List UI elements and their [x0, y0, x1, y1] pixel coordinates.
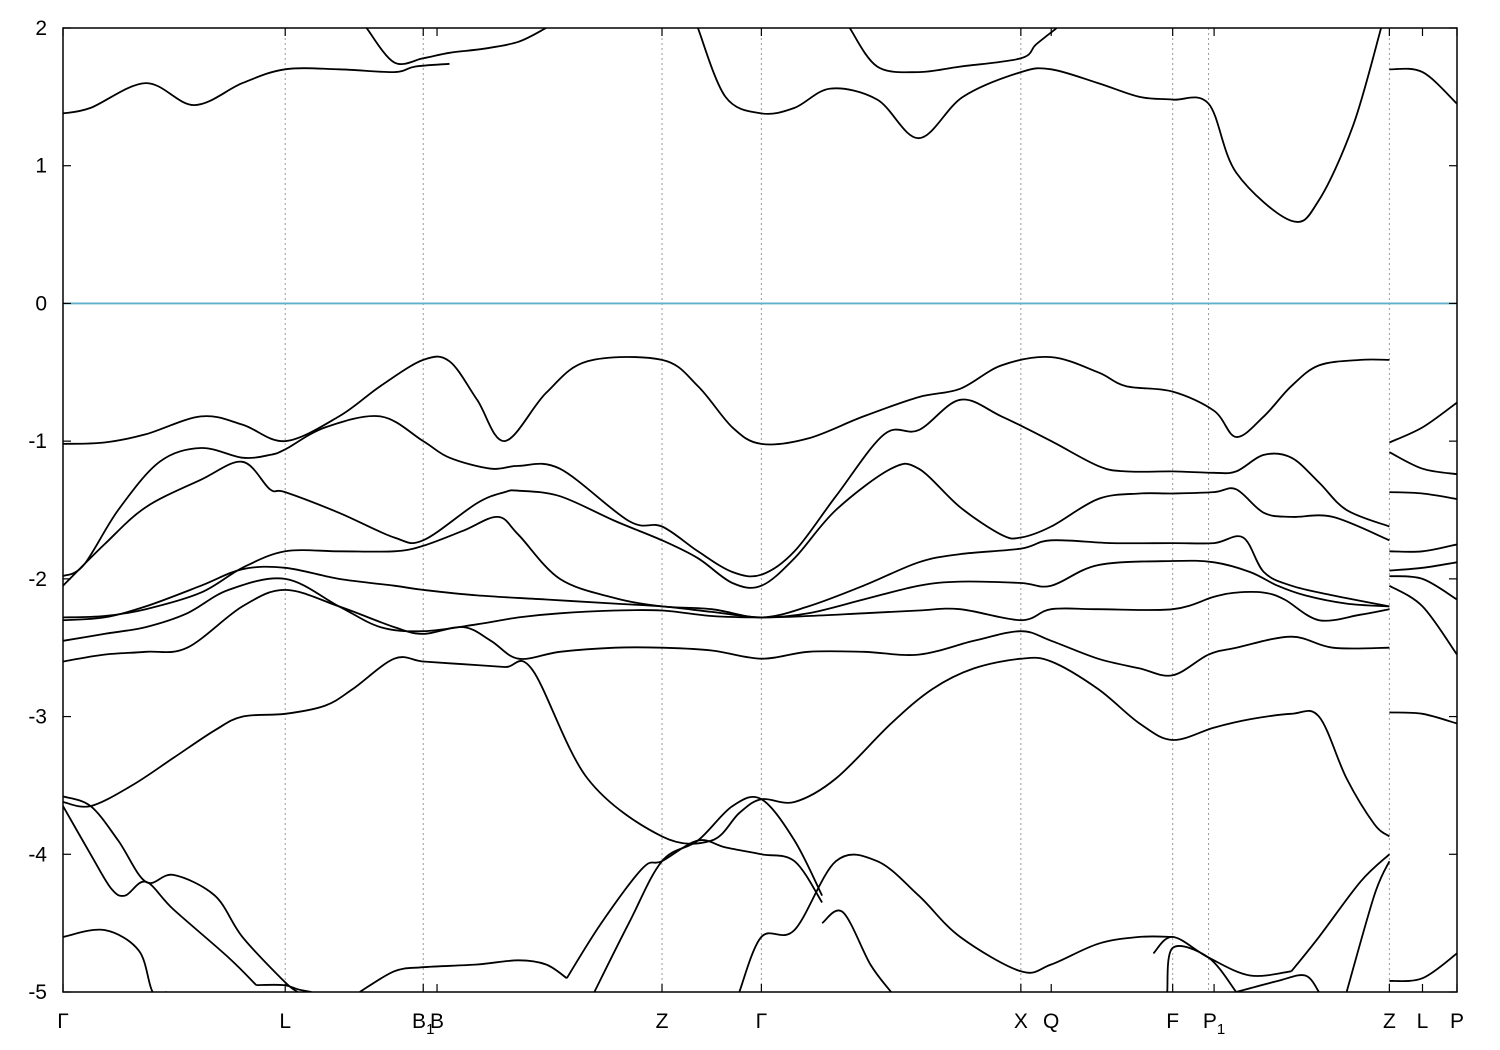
band-16 — [1388, 451, 1457, 476]
y-tick-label-7: -5 — [28, 981, 47, 1004]
band-23 — [63, 805, 257, 986]
band-31 — [1152, 936, 1292, 977]
band-15 — [1389, 401, 1457, 444]
y-tick-label-0: 2 — [35, 17, 47, 40]
band-7 — [63, 398, 1390, 578]
y-tick-label-1: 1 — [35, 155, 47, 178]
x-tick-label-4: Z — [656, 1010, 669, 1033]
band-22 — [63, 795, 299, 992]
band-30 — [821, 909, 892, 992]
band-3 — [697, 28, 1382, 223]
grid-layer — [284, 28, 1390, 992]
series-layer — [63, 28, 1457, 992]
x-tick-label-11: L — [1417, 1010, 1429, 1033]
x-tick-label-8: F — [1166, 1010, 1179, 1033]
band-32 — [1290, 853, 1391, 972]
y-tick-label-6: -4 — [28, 843, 47, 866]
band-5 — [1389, 67, 1457, 105]
y-tick-label-4: -2 — [28, 568, 47, 591]
band-4 — [848, 28, 1058, 74]
x-tick-label-12: P — [1450, 1010, 1464, 1033]
y-axis-ticks: 2 1 0 -1 -2 -3 -4 -5 — [28, 17, 1457, 1004]
plot-frame — [62, 27, 1458, 993]
band-14 — [1389, 711, 1457, 725]
x-tick-label-9: P1 — [1203, 1010, 1225, 1038]
band-2 — [365, 28, 547, 66]
band-24 — [63, 928, 167, 992]
band-0 — [63, 62, 450, 115]
band-26 — [359, 959, 568, 992]
band-13 — [63, 656, 1390, 845]
band-34 — [1235, 974, 1320, 992]
band-6 — [63, 355, 1390, 446]
band-29 — [738, 853, 1173, 992]
band-11 — [63, 577, 1390, 642]
x-tick-label-10: Z — [1383, 1010, 1396, 1033]
y-tick-label-2: 0 — [35, 292, 47, 315]
x-tick-label-1: L — [279, 1010, 291, 1033]
x-tick-label-7: Q — [1043, 1010, 1059, 1033]
band-28 — [593, 796, 823, 992]
band-35 — [1345, 860, 1391, 992]
band-17 — [1389, 491, 1457, 500]
x-tick-label-3: B — [430, 1010, 444, 1033]
band-12 — [63, 588, 1390, 677]
y-tick-label-3: -1 — [28, 430, 47, 453]
band-9 — [63, 515, 1390, 619]
band-33 — [1166, 945, 1237, 992]
x-axis-ticks: Γ L B1B Z Γ X Q F P1 Z L P — [57, 28, 1464, 1038]
band-8 — [63, 460, 1390, 589]
x-tick-label-6: X — [1014, 1010, 1028, 1033]
x-tick-label-0: Γ — [57, 1010, 69, 1033]
band-19 — [1389, 561, 1457, 572]
band-20 — [1389, 575, 1457, 601]
band-36 — [1389, 952, 1457, 983]
band-25 — [256, 983, 312, 992]
band-18 — [1389, 543, 1457, 553]
y-tick-label-5: -3 — [28, 706, 47, 729]
band-21 — [1388, 584, 1457, 656]
x-tick-label-5: Γ — [756, 1010, 768, 1033]
band-27 — [566, 839, 823, 979]
